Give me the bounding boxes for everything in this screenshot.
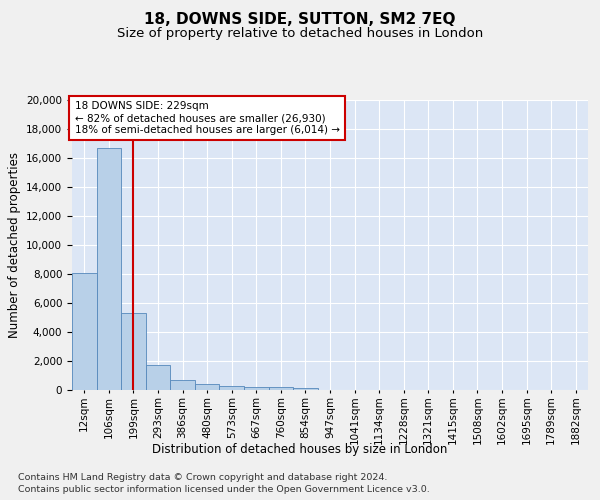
Bar	[269, 388, 293, 390]
Text: Contains public sector information licensed under the Open Government Licence v3: Contains public sector information licen…	[18, 485, 430, 494]
Y-axis label: Number of detached properties: Number of detached properties	[8, 152, 20, 338]
Bar	[97, 148, 121, 390]
Bar	[121, 313, 146, 390]
Bar	[220, 386, 244, 390]
Text: Size of property relative to detached houses in London: Size of property relative to detached ho…	[117, 28, 483, 40]
Text: 18 DOWNS SIDE: 229sqm
← 82% of detached houses are smaller (26,930)
18% of semi-: 18 DOWNS SIDE: 229sqm ← 82% of detached …	[74, 102, 340, 134]
Bar	[146, 364, 170, 390]
Bar	[244, 387, 269, 390]
Text: 18, DOWNS SIDE, SUTTON, SM2 7EQ: 18, DOWNS SIDE, SUTTON, SM2 7EQ	[144, 12, 456, 28]
Text: Distribution of detached houses by size in London: Distribution of detached houses by size …	[152, 442, 448, 456]
Bar	[293, 388, 318, 390]
Bar	[170, 380, 195, 390]
Bar	[72, 272, 97, 390]
Text: Contains HM Land Registry data © Crown copyright and database right 2024.: Contains HM Land Registry data © Crown c…	[18, 472, 388, 482]
Bar	[195, 384, 220, 390]
